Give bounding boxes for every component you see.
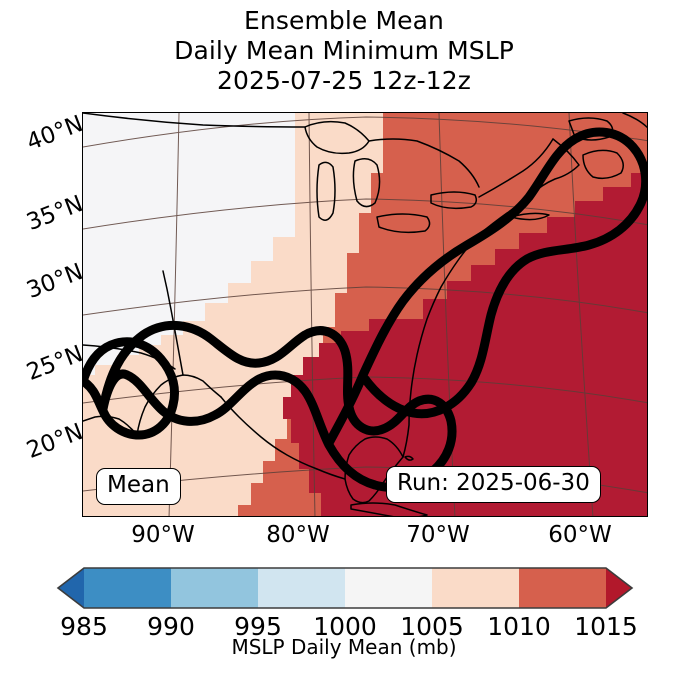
lat-label-30n: 30°N — [23, 258, 87, 304]
lat-label-35n: 35°N — [23, 190, 87, 236]
colorbar-tick-995: 995 — [234, 612, 282, 641]
colorbar-band-2 — [258, 568, 345, 608]
lon-label-70w: 70°W — [406, 522, 470, 548]
contour-1015-mb-main — [98, 320, 457, 492]
colorbar-over-arrow — [606, 568, 632, 608]
lat-label-20n: 20°N — [23, 418, 87, 464]
title-line-1: Ensemble Mean — [244, 6, 444, 35]
colorbar-tick-1015: 1015 — [574, 612, 638, 641]
colorbar-swatches — [56, 567, 634, 609]
colorbar-tick-1000: 1000 — [313, 612, 377, 641]
colorbar-band-4 — [432, 568, 519, 608]
colorbar-tick-990: 990 — [147, 612, 195, 641]
colorbar-axis-label: MSLP Daily Mean (mb) — [231, 635, 457, 659]
colorbar-tick-1005: 1005 — [400, 612, 464, 641]
colorbar-tick-985: 985 — [60, 612, 108, 641]
lat-label-40n: 40°N — [23, 110, 87, 156]
title-line-2: Daily Mean Minimum MSLP — [174, 36, 514, 65]
mean-annotation-box[interactable]: Mean — [96, 468, 181, 505]
colorbar-outline — [56, 567, 634, 609]
colorbar-under-arrow — [58, 568, 84, 608]
page-title: Ensemble Mean Daily Mean Minimum MSLP 20… — [0, 6, 688, 96]
colorbar[interactable]: 985 990 995 1000 1005 1010 1015 MSLP Dai… — [0, 560, 688, 674]
colorbar-band-5 — [519, 568, 606, 608]
run-date-annotation-box[interactable]: Run: 2025-06-30 — [386, 466, 601, 503]
lat-label-25n: 25°N — [23, 340, 87, 386]
lon-label-90w: 90°W — [131, 522, 195, 548]
map-plot-area[interactable] — [82, 112, 648, 517]
contour-1015-mb-northeast — [324, 127, 647, 448]
colorbar-band-0 — [84, 568, 171, 608]
map-contour-svg — [83, 113, 647, 516]
lon-label-60w: 60°W — [548, 522, 612, 548]
title-line-3: 2025-07-25 12z-12z — [217, 66, 471, 95]
lon-label-80w: 80°W — [266, 522, 330, 548]
colorbar-tick-1010: 1010 — [487, 612, 551, 641]
colorbar-band-1 — [171, 568, 258, 608]
colorbar-band-3 — [345, 568, 432, 608]
